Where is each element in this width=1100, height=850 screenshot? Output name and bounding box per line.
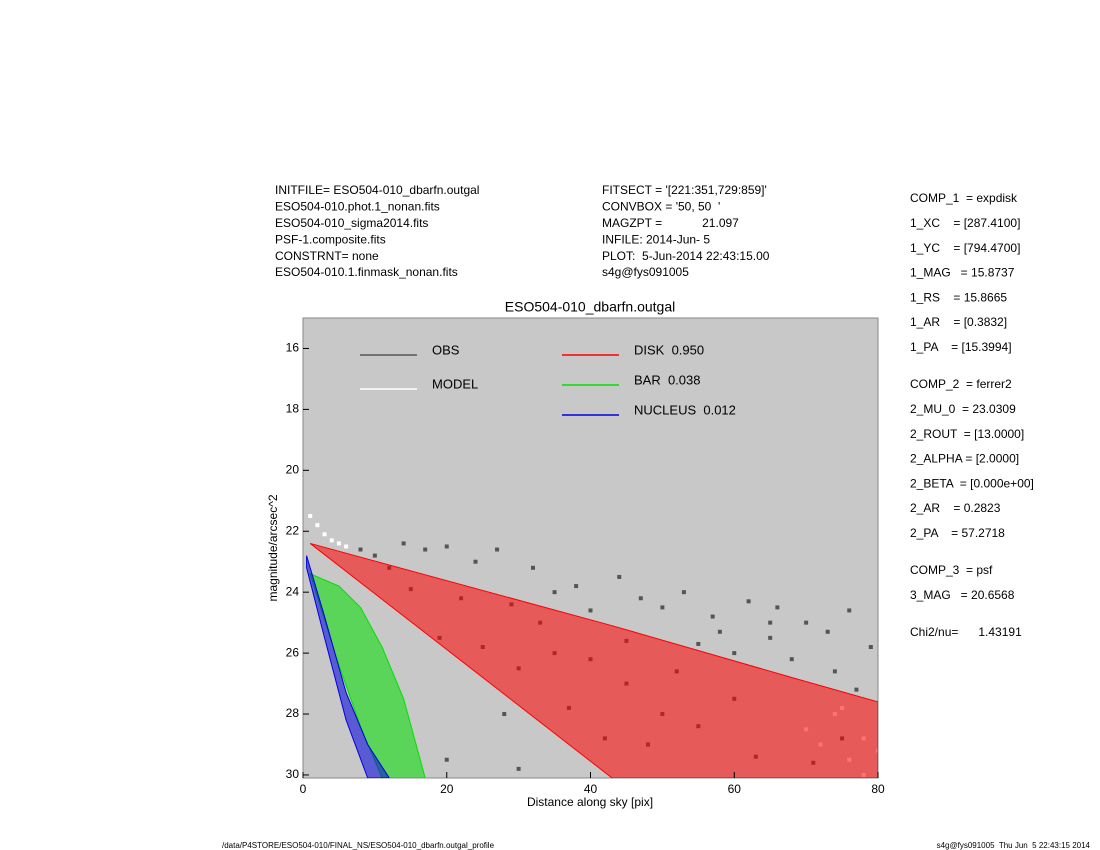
data-point — [638, 596, 643, 601]
param-line: Chi2/nu= 1.43191 — [910, 625, 1022, 639]
param-line: 2_ALPHA = [2.0000] — [910, 452, 1019, 466]
data-point — [854, 687, 859, 692]
data-point — [574, 584, 579, 589]
component-band — [309, 573, 426, 778]
footer-right: s4g@fys091005 Thu Jun 5 22:43:15 2014 — [937, 841, 1091, 850]
data-point — [401, 541, 406, 546]
param-line: COMP_1 = expdisk — [910, 191, 1018, 205]
y-axis-label: magnitude/arcsec^2 — [266, 494, 280, 601]
data-point — [868, 645, 873, 650]
x-tick-label: 80 — [871, 782, 885, 796]
header-line: CONSTRNT= none — [275, 249, 379, 263]
data-point — [322, 532, 327, 537]
param-line: 1_PA = [15.3994] — [910, 340, 1012, 354]
header-line: INITFILE= ESO504-010_dbarfn.outgal — [275, 183, 479, 197]
plot-marks — [306, 514, 878, 778]
param-line: 3_MAG = 20.6568 — [910, 588, 1015, 602]
legend-label: MODEL — [432, 376, 478, 391]
y-tick-label: 16 — [286, 341, 300, 355]
data-point — [502, 712, 507, 717]
data-point — [516, 766, 521, 771]
data-point — [473, 559, 478, 564]
y-tick-label: 24 — [286, 584, 300, 598]
param-line: 2_ROUT = [13.0000] — [910, 427, 1024, 441]
header-line: s4g@fys091005 — [602, 265, 689, 279]
data-point — [358, 547, 363, 552]
data-point — [768, 620, 773, 625]
param-line: 2_MU_0 = 23.0309 — [910, 402, 1016, 416]
x-axis-label: Distance along sky [pix] — [527, 795, 653, 809]
data-point — [847, 608, 852, 613]
header-line: FITSECT = '[221:351,729:859]' — [602, 183, 767, 197]
header-line: PSF-1.composite.fits — [275, 232, 386, 246]
header-line: PLOT: 5-Jun-2014 22:43:15.00 — [602, 249, 770, 263]
header-line: ESO504-010.phot.1_nonan.fits — [275, 200, 440, 214]
param-line: 1_MAG = 15.8737 — [910, 266, 1015, 280]
data-point — [681, 590, 686, 595]
data-point — [832, 669, 837, 674]
data-point — [329, 538, 334, 543]
data-point — [315, 523, 320, 528]
x-tick-label: 20 — [440, 782, 454, 796]
data-point — [344, 544, 349, 549]
param-line: 1_AR = [0.3832] — [910, 315, 1007, 329]
y-tick-label: 28 — [286, 706, 300, 720]
param-line: 1_YC = [794.4700] — [910, 241, 1020, 255]
data-point — [732, 651, 737, 656]
data-point — [804, 620, 809, 625]
param-line: 1_RS = 15.8665 — [910, 290, 1007, 304]
x-tick-label: 0 — [300, 782, 307, 796]
data-point — [588, 608, 593, 613]
legend-label: OBS — [432, 342, 460, 357]
param-line: 2_AR = 0.2823 — [910, 501, 1001, 515]
param-line: 2_BETA = [0.000e+00] — [910, 476, 1034, 490]
data-point — [696, 641, 701, 646]
data-point — [717, 629, 722, 634]
param-line: COMP_3 = psf — [910, 563, 993, 577]
param-line: 2_PA = 57.2718 — [910, 526, 1005, 540]
data-point — [746, 599, 751, 604]
y-tick-label: 18 — [286, 402, 300, 416]
y-tick-label: 26 — [286, 645, 300, 659]
data-point — [660, 605, 665, 610]
data-point — [308, 514, 313, 519]
header-line: ESO504-010.1.finmask_nonan.fits — [275, 265, 458, 279]
y-tick-label: 30 — [286, 767, 300, 781]
data-point — [444, 544, 449, 549]
legend-label: BAR 0.038 — [634, 372, 701, 387]
data-point — [444, 757, 449, 762]
x-tick-label: 40 — [584, 782, 598, 796]
data-point — [775, 605, 780, 610]
data-point — [768, 635, 773, 640]
y-tick-label: 20 — [286, 462, 300, 476]
legend-label: DISK 0.950 — [634, 342, 704, 357]
data-point — [336, 541, 341, 546]
chart-title: ESO504-010_dbarfn.outgal — [505, 299, 675, 315]
header-line: MAGZPT = 21.097 — [602, 216, 739, 230]
data-point — [825, 629, 830, 634]
data-point — [617, 574, 622, 579]
y-tick-label: 22 — [286, 523, 300, 537]
data-point — [789, 657, 794, 662]
data-point — [531, 565, 535, 570]
data-point — [423, 547, 428, 552]
component-band — [309, 542, 878, 778]
header-line: CONVBOX = '50, 50 ' — [602, 200, 720, 214]
data-point — [710, 614, 715, 619]
footer-left: /data/P4STORE/ESO504-010/FINAL_NS/ESO504… — [222, 841, 495, 850]
data-point — [552, 590, 557, 595]
header-line: ESO504-010_sigma2014.fits — [275, 216, 428, 230]
param-line: 1_XC = [287.4100] — [910, 216, 1020, 230]
data-point — [495, 547, 500, 552]
x-tick-label: 60 — [728, 782, 742, 796]
param-line: COMP_2 = ferrer2 — [910, 377, 1012, 391]
header-line: INFILE: 2014-Jun- 5 — [602, 232, 710, 246]
data-point — [372, 553, 377, 558]
legend-label: NUCLEUS 0.012 — [634, 402, 736, 417]
component-band — [306, 555, 390, 778]
